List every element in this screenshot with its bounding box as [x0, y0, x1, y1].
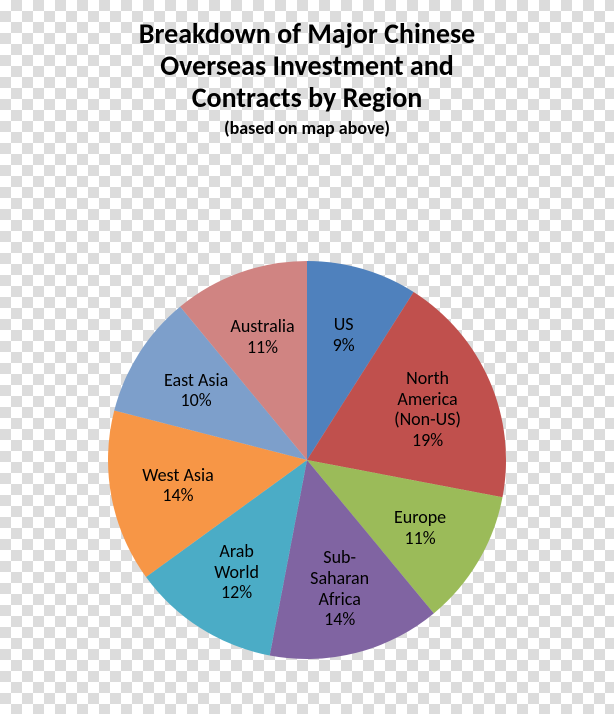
chart-title-block: Breakdown of Major Chinese Overseas Inve… [0, 18, 614, 139]
pie-svg [57, 210, 557, 710]
page: Breakdown of Major Chinese Overseas Inve… [0, 0, 614, 714]
chart-subtitle: (based on map above) [0, 117, 614, 139]
pie-chart: US 9%North America (Non-US) 19%Europe 11… [57, 210, 557, 710]
chart-title: Breakdown of Major Chinese Overseas Inve… [0, 18, 614, 115]
